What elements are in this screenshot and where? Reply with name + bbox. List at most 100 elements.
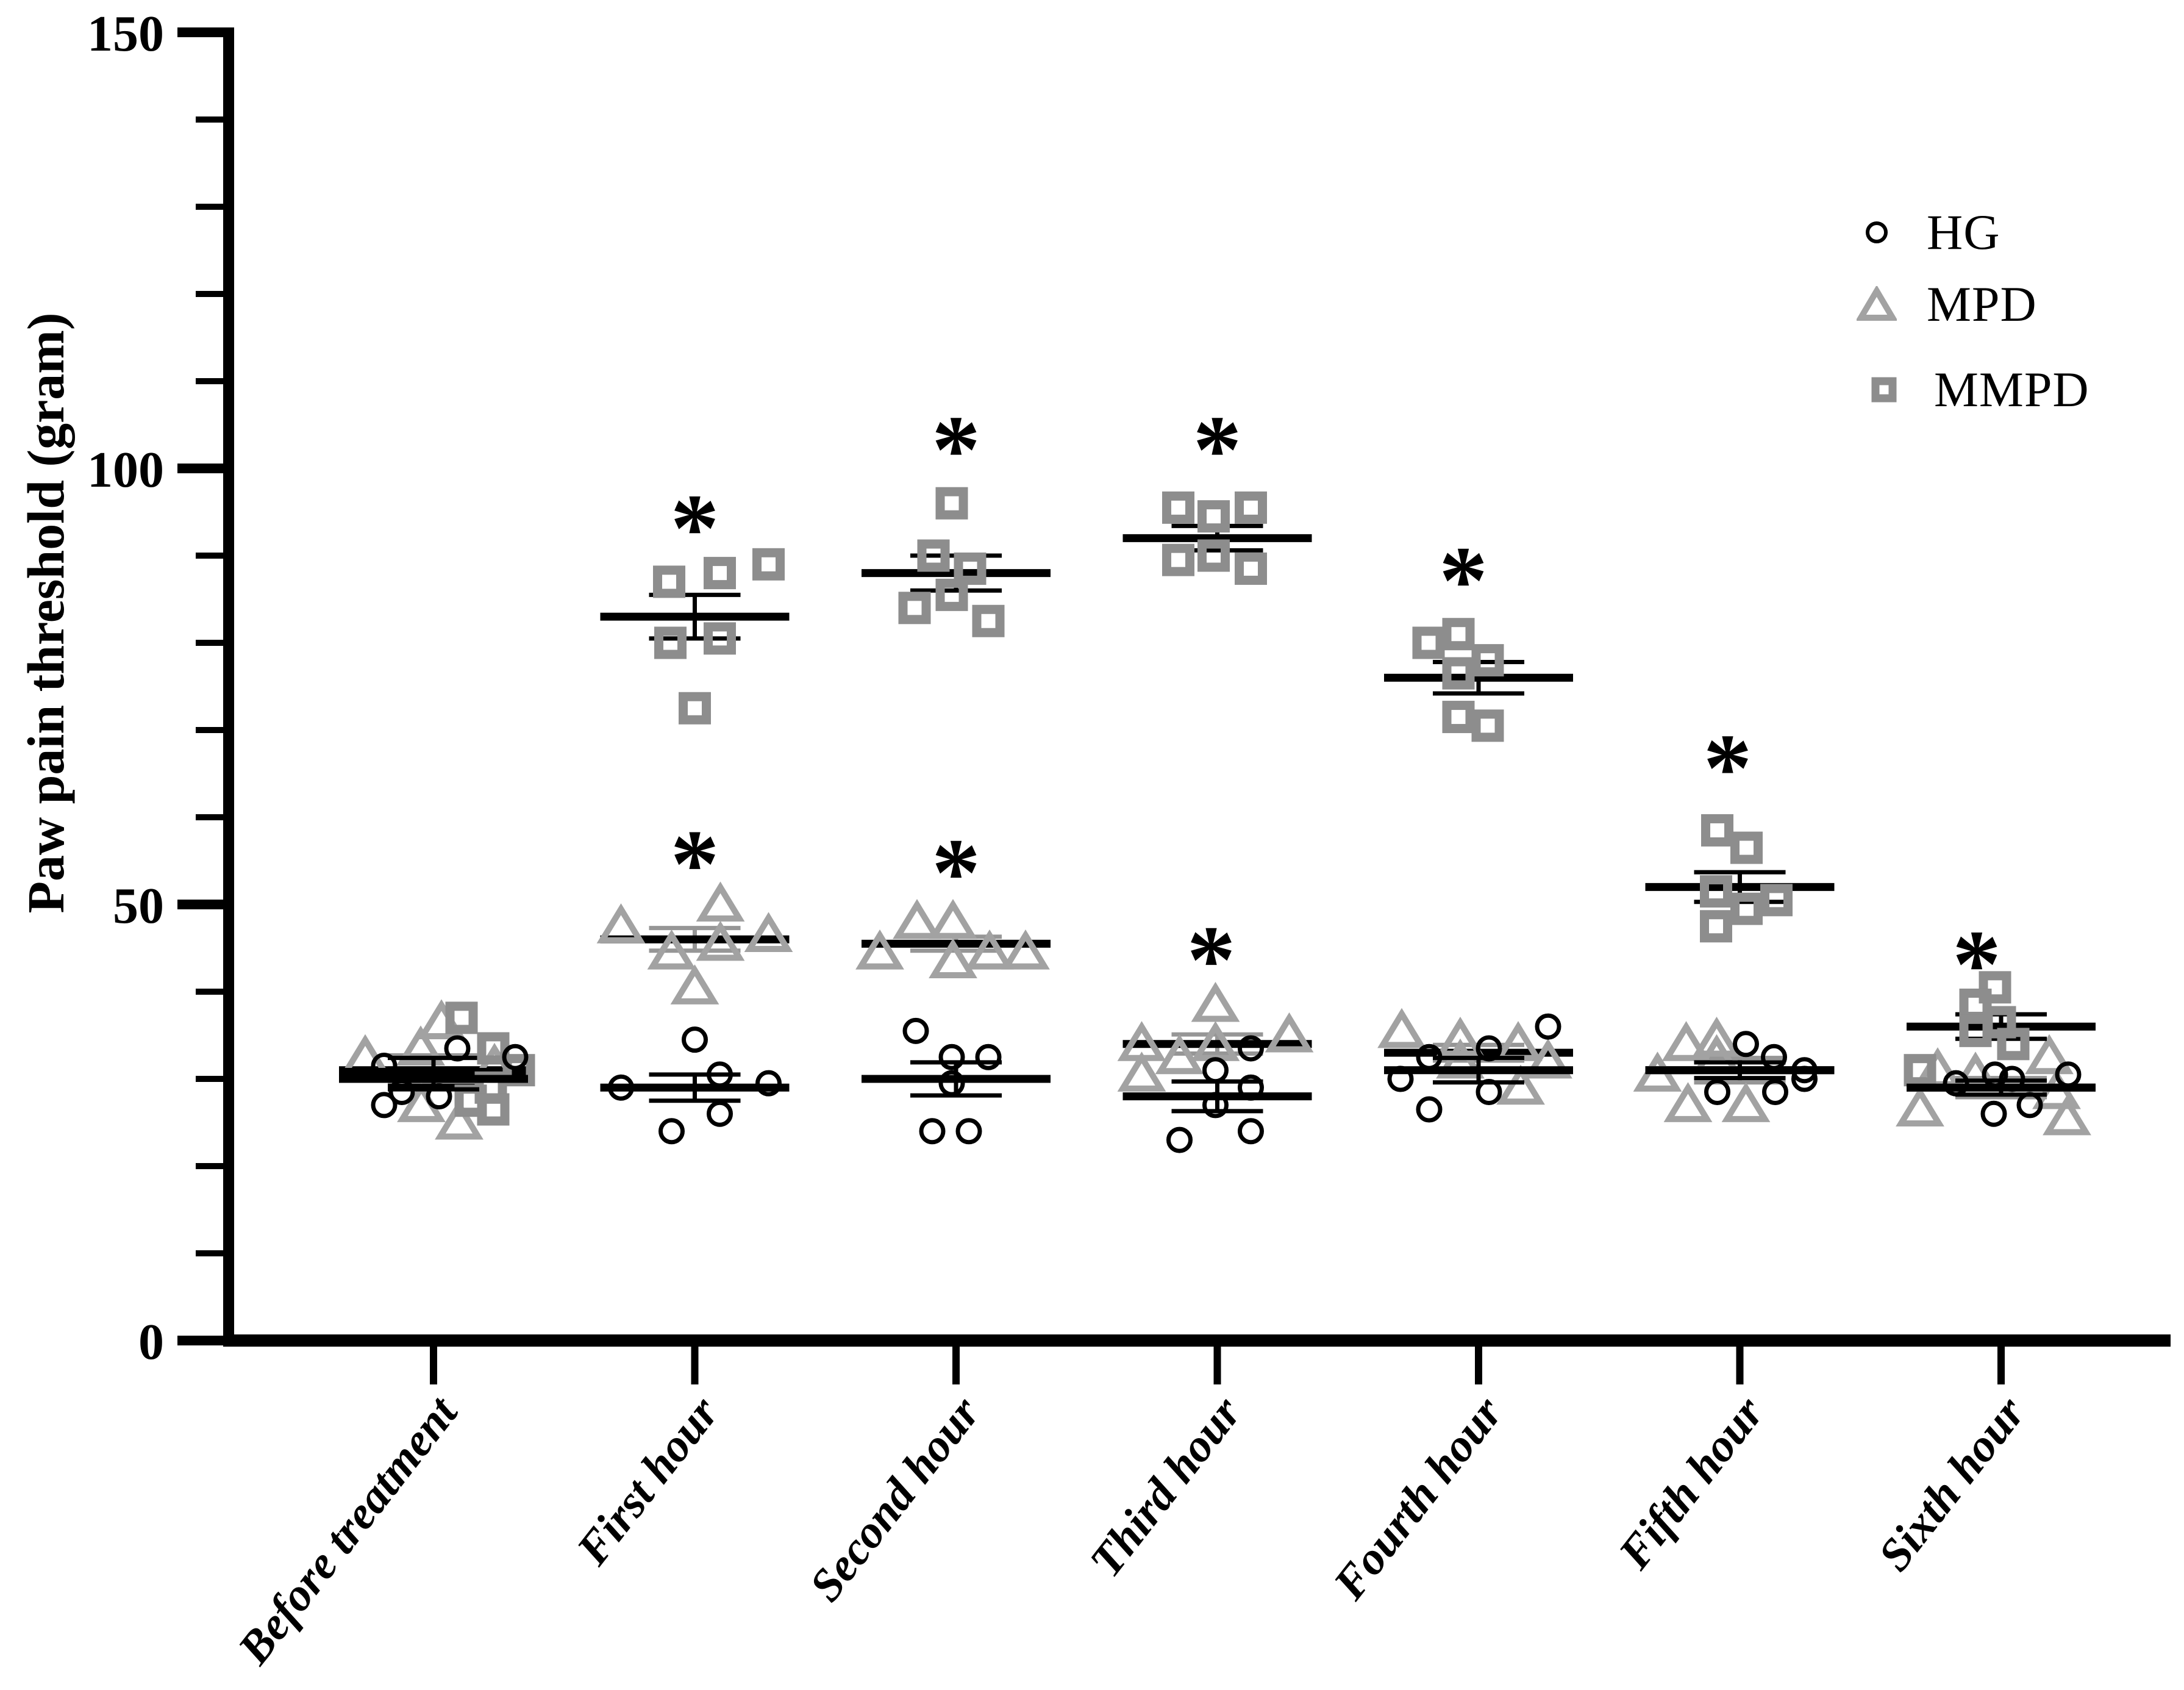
point-square xyxy=(1235,552,1267,585)
point-circle xyxy=(388,1078,415,1105)
point-square xyxy=(898,592,931,625)
point-triangle xyxy=(647,929,696,970)
point-circle xyxy=(2055,1061,2082,1088)
legend-label-mpd: MPD xyxy=(1927,276,2037,332)
point-square xyxy=(653,565,685,598)
point-square xyxy=(1701,814,1733,847)
point-square xyxy=(1197,539,1230,572)
point-circle xyxy=(1943,1070,1969,1097)
point-circle xyxy=(1202,1057,1229,1084)
point-square xyxy=(972,604,1005,637)
point-circle xyxy=(1999,1065,2025,1092)
y-tick-label: 50 xyxy=(113,878,164,934)
point-square xyxy=(917,539,950,572)
point-triangle xyxy=(893,898,941,939)
legend-item-mmpd: MMPD xyxy=(1852,354,2089,426)
point-triangle xyxy=(1191,981,1240,1022)
point-circle xyxy=(1416,1044,1443,1070)
point-circle xyxy=(371,1092,398,1119)
point-square xyxy=(935,578,968,611)
point-circle xyxy=(955,1118,982,1145)
point-circle xyxy=(444,1035,471,1062)
point-square xyxy=(752,548,785,581)
point-square xyxy=(1442,701,1475,734)
y-tick-label: 100 xyxy=(87,442,164,498)
x-category-label: Second hour xyxy=(799,1387,990,1611)
point-triangle xyxy=(1661,1021,1711,1061)
significance-asterisk: * xyxy=(1439,526,1488,634)
x-category-label: First hour xyxy=(566,1387,729,1575)
point-square xyxy=(445,1001,478,1034)
point-triangle xyxy=(1692,1017,1741,1057)
point-circle xyxy=(1476,1035,1502,1062)
point-circle xyxy=(1791,1065,1818,1092)
significance-asterisk: * xyxy=(1952,910,2001,1019)
legend-label-hg: HG xyxy=(1927,204,2000,260)
point-triangle xyxy=(1001,929,1050,970)
point-triangle xyxy=(1436,1017,1485,1057)
point-circle xyxy=(1416,1096,1443,1123)
significance-asterisk: * xyxy=(671,809,719,918)
point-triangle xyxy=(744,912,793,953)
point-circle xyxy=(755,1070,782,1097)
point-square xyxy=(1162,543,1194,576)
point-triangle xyxy=(1265,1012,1314,1053)
point-square xyxy=(477,1032,510,1065)
significance-asterisk: * xyxy=(1187,905,1236,1014)
point-circle xyxy=(1733,1031,1759,1058)
legend-label-mmpd: MMPD xyxy=(1934,362,2089,417)
point-square xyxy=(654,626,687,659)
point-square xyxy=(1197,500,1230,533)
point-triangle xyxy=(855,929,904,970)
point-circle xyxy=(919,1118,946,1145)
point-circle xyxy=(1238,1118,1264,1145)
triangle-icon xyxy=(1852,286,1901,323)
point-triangle xyxy=(396,1025,445,1065)
point-square xyxy=(1979,971,2011,1004)
point-circle xyxy=(1761,1044,1787,1070)
point-square xyxy=(1730,831,1763,864)
point-square xyxy=(477,1093,510,1126)
point-circle xyxy=(658,1118,685,1145)
point-triangle xyxy=(696,881,745,922)
point-triangle xyxy=(2025,1034,2074,1075)
point-circle xyxy=(1202,1092,1229,1119)
point-square xyxy=(1471,709,1504,742)
circle-icon xyxy=(1852,218,1901,246)
point-triangle xyxy=(929,938,977,978)
square-icon xyxy=(1860,373,1908,407)
significance-asterisk: * xyxy=(932,395,980,504)
point-square xyxy=(1904,1054,1936,1087)
point-square xyxy=(1997,1028,2030,1061)
point-square xyxy=(954,552,987,585)
significance-asterisk: * xyxy=(671,474,719,582)
point-triangle xyxy=(2043,1095,2091,1136)
point-square xyxy=(1700,910,1732,943)
point-square xyxy=(1700,875,1732,908)
point-circle xyxy=(902,1017,929,1044)
point-triangle xyxy=(670,964,719,1004)
point-circle xyxy=(2016,1092,2043,1119)
point-square xyxy=(1442,657,1475,690)
point-circle xyxy=(1238,1035,1264,1062)
point-circle xyxy=(1238,1074,1264,1101)
significance-asterisk: * xyxy=(1193,395,1242,504)
x-category-label: Sixth hour xyxy=(1868,1387,2035,1581)
significance-asterisk: * xyxy=(1704,714,1752,822)
point-triangle xyxy=(1721,1082,1771,1122)
point-triangle xyxy=(1117,1051,1166,1092)
x-category-label: Third hour xyxy=(1080,1387,1252,1586)
point-circle xyxy=(1535,1013,1561,1040)
legend-item-hg: HG xyxy=(1852,196,2089,268)
significance-asterisk: * xyxy=(932,818,980,926)
point-circle xyxy=(1982,1061,2008,1088)
point-square xyxy=(704,622,736,655)
point-circle xyxy=(1476,1078,1502,1105)
point-triangle xyxy=(1155,1034,1204,1075)
point-circle xyxy=(1791,1057,1818,1084)
legend: HG MPD MMPD xyxy=(1852,196,2089,426)
point-square xyxy=(1471,644,1504,677)
point-triangle xyxy=(929,898,977,939)
point-triangle xyxy=(1496,1064,1545,1105)
